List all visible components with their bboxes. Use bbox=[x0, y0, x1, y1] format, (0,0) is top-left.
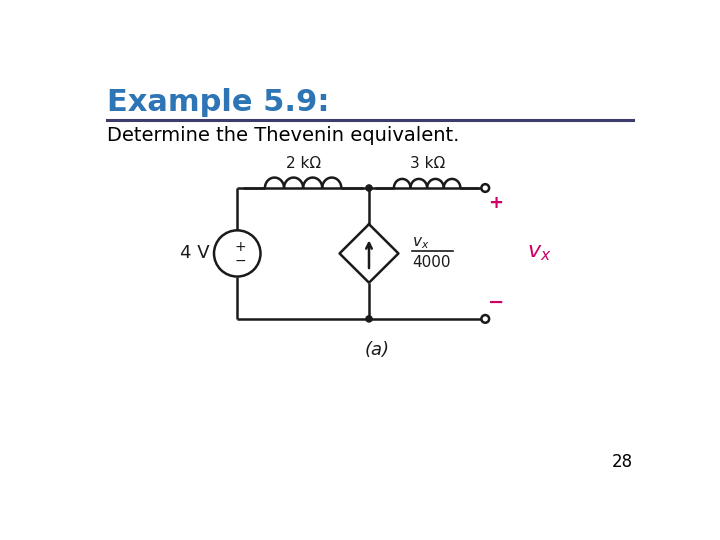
Circle shape bbox=[366, 316, 372, 322]
Text: Example 5.9:: Example 5.9: bbox=[107, 88, 330, 117]
Text: 3 kΩ: 3 kΩ bbox=[410, 156, 445, 171]
Text: $v_x$: $v_x$ bbox=[413, 235, 430, 251]
Text: −: − bbox=[488, 293, 504, 312]
Text: +: + bbox=[489, 194, 503, 212]
Circle shape bbox=[214, 231, 261, 276]
Text: −: − bbox=[235, 253, 246, 267]
Circle shape bbox=[366, 185, 372, 191]
Text: +: + bbox=[235, 240, 246, 253]
Text: Determine the Thevenin equivalent.: Determine the Thevenin equivalent. bbox=[107, 126, 459, 145]
Text: $v_x$: $v_x$ bbox=[527, 244, 552, 264]
Circle shape bbox=[482, 184, 489, 192]
Text: 2 kΩ: 2 kΩ bbox=[286, 156, 320, 171]
Text: 4 V: 4 V bbox=[180, 245, 210, 262]
Text: 4000: 4000 bbox=[413, 255, 451, 270]
Polygon shape bbox=[340, 224, 398, 283]
Text: (a): (a) bbox=[364, 341, 390, 359]
Text: 28: 28 bbox=[611, 454, 632, 471]
Circle shape bbox=[482, 315, 489, 323]
